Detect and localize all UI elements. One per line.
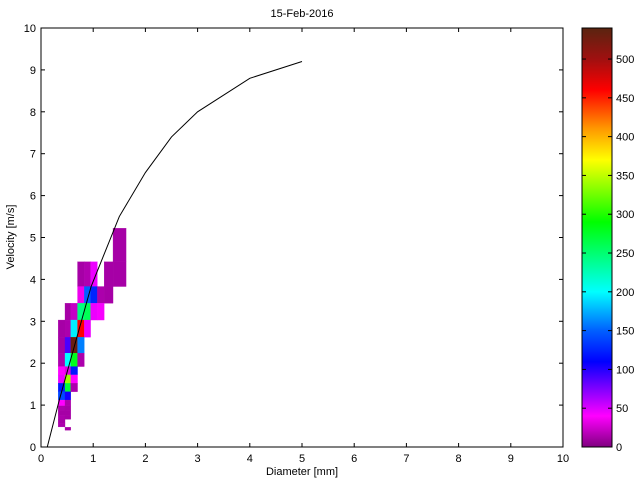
heatmap-cell	[70, 366, 78, 376]
y-tick-label: 10	[24, 23, 36, 35]
plot-background	[41, 28, 563, 447]
colorbar-ticks: 0 50 100 150 200 250 300 350 400 450 500	[582, 54, 634, 454]
heatmap-cell	[84, 319, 91, 338]
colorbar-tick-label: 150	[616, 326, 634, 338]
heatmap-cell	[70, 374, 78, 384]
y-tick-label: 9	[30, 65, 36, 77]
heatmap-cell	[64, 410, 71, 416]
y-axis-ticks: 0 1 2 3 4 5 6 7 8 9 10	[24, 23, 563, 454]
colorbar-tick-label: 200	[616, 287, 634, 299]
heatmap-cell	[64, 399, 71, 407]
heatmap-cell	[64, 319, 71, 338]
colorbar-tick-label: 100	[616, 364, 634, 376]
y-tick-label: 6	[30, 191, 36, 203]
x-tick-label: 6	[351, 453, 357, 465]
heatmap-cell	[64, 352, 71, 367]
fall-velocity-line-group	[46, 61, 303, 448]
heatmap-cell	[90, 286, 98, 304]
heatmap-cell	[64, 303, 71, 321]
heatmap-cell	[58, 422, 66, 428]
y-tick-label: 3	[30, 316, 36, 328]
x-tick-label: 1	[90, 453, 96, 465]
heatmap-cell	[64, 391, 71, 401]
heatmap-cell	[64, 337, 71, 354]
x-tick-label: 7	[403, 453, 409, 465]
heatmap-cell	[64, 415, 71, 420]
y-tick-label: 7	[30, 149, 36, 161]
x-axis-label: Diameter [mm]	[266, 466, 338, 478]
heatmap-cell	[58, 366, 66, 376]
heatmap-cell	[58, 415, 66, 420]
y-tick-label: 2	[30, 358, 36, 370]
heatmap-cell	[70, 303, 78, 321]
y-tick-label: 0	[30, 442, 36, 454]
y-tick-label: 4	[30, 274, 36, 286]
fall-velocity-line	[46, 61, 303, 448]
x-tick-label: 5	[299, 453, 305, 465]
colorbar-tick-label: 350	[616, 170, 634, 182]
x-tick-label: 9	[508, 453, 514, 465]
heatmap-cell	[77, 352, 85, 367]
x-tick-label: 10	[557, 453, 569, 465]
colorbar-tick-label: 250	[616, 248, 634, 260]
heatmap-cell	[77, 261, 85, 287]
x-tick-label: 3	[195, 453, 201, 465]
heatmap-cell	[58, 337, 66, 354]
colorbar-tick-label: 0	[616, 442, 622, 454]
y-axis-label: Velocity [m/s]	[5, 205, 17, 270]
x-tick-label: 0	[38, 453, 44, 465]
colorbar-tick-label: 500	[616, 54, 634, 66]
heatmap-cell	[112, 261, 127, 287]
x-tick-label: 8	[456, 453, 462, 465]
heatmap-cell	[97, 286, 105, 304]
heatmap-cell	[58, 352, 66, 367]
heatmap-cell	[64, 383, 71, 392]
heatmap-cell	[58, 319, 66, 338]
heatmap-cell	[104, 261, 114, 287]
heatmap-cell	[58, 410, 66, 416]
heatmap-cell	[104, 286, 114, 304]
heatmap-cell	[77, 303, 85, 321]
heatmap-cell	[90, 303, 98, 321]
heatmap-cell	[112, 228, 127, 262]
heatmap-cell	[64, 405, 71, 411]
heatmap-cell	[84, 261, 91, 287]
colorbar-tick-label: 400	[616, 132, 634, 144]
heatmap-cell	[70, 383, 78, 392]
colorbar-tick-label: 50	[616, 403, 628, 415]
x-tick-label: 2	[142, 453, 148, 465]
chart-title: 15-Feb-2016	[271, 8, 334, 20]
heatmap-cell	[70, 319, 78, 338]
heatmap-cell	[77, 286, 85, 304]
colorbar-tick-label: 450	[616, 93, 634, 105]
colorbar	[581, 27, 613, 448]
heatmap-cell	[58, 405, 66, 411]
y-tick-label: 5	[30, 233, 36, 245]
heatmap-cell	[58, 419, 66, 424]
x-axis-ticks: 0 1 2 3 4 5 6 7 8 9 10	[38, 28, 569, 465]
y-tick-label: 1	[30, 400, 36, 412]
heatmap-cell	[64, 427, 71, 431]
heatmap-cell	[97, 303, 105, 321]
x-tick-label: 4	[247, 453, 253, 465]
colorbar-tick-label: 300	[616, 209, 634, 221]
y-tick-label: 8	[30, 107, 36, 119]
heatmap-cell	[77, 337, 85, 354]
